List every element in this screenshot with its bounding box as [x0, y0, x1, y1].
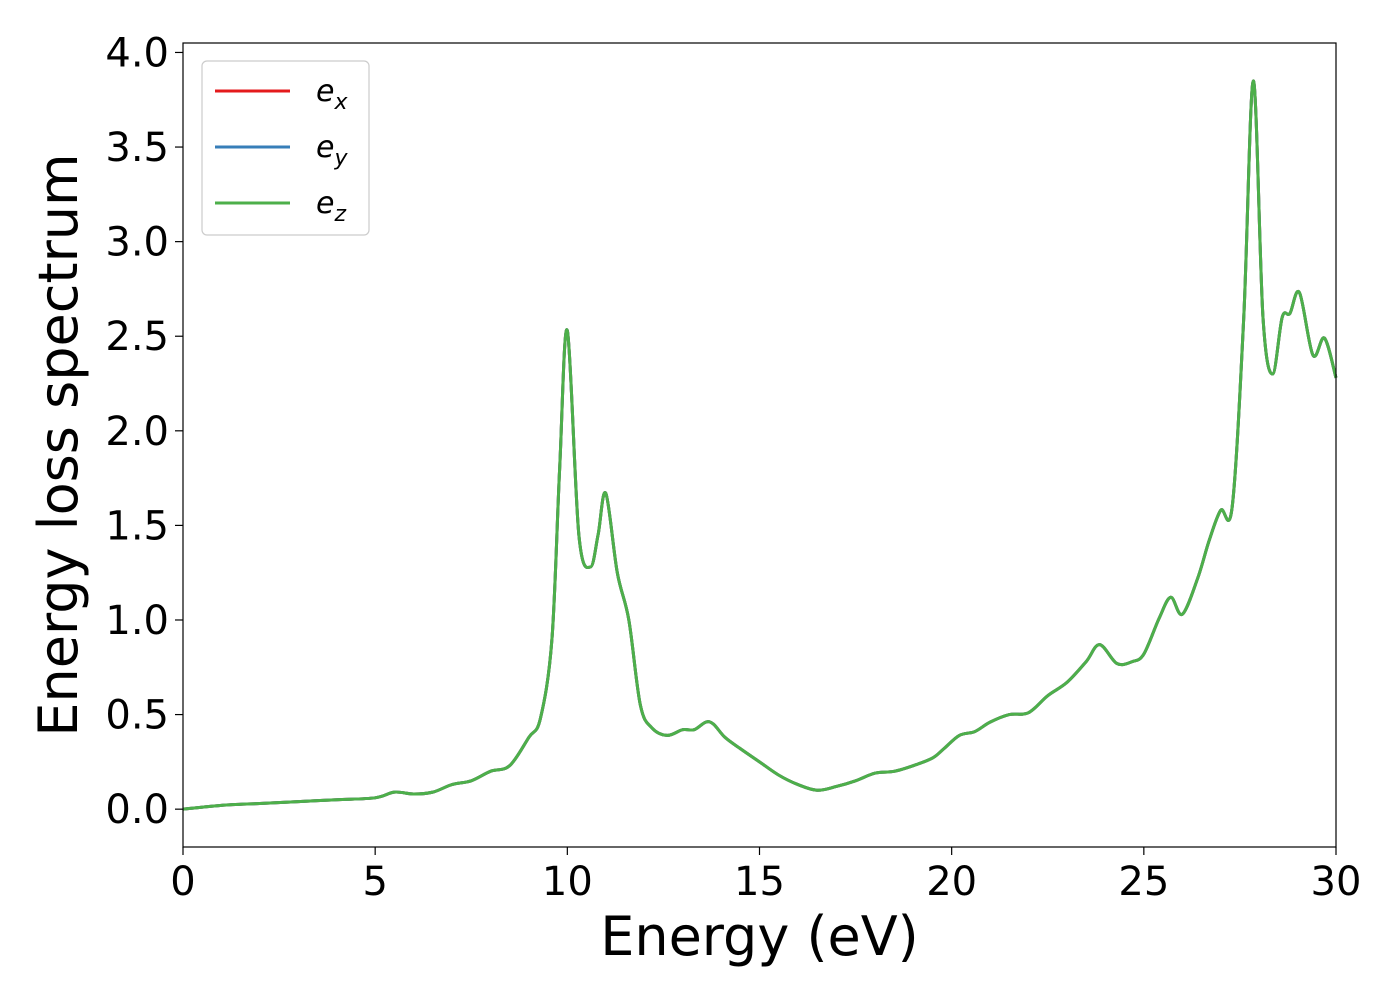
y-tick-label: 3.5 — [105, 125, 169, 171]
legend-label-base: e — [316, 186, 334, 221]
legend-label-ex: ex — [316, 74, 348, 115]
x-axis-label: Energy (eV) — [600, 905, 919, 968]
x-tick-label: 15 — [734, 859, 785, 905]
legend-label-subscript: y — [333, 146, 348, 171]
legend-label-base: e — [316, 74, 334, 109]
x-tick-label: 30 — [1311, 859, 1362, 905]
legend-label-base: e — [316, 130, 334, 165]
x-tick-label: 5 — [362, 859, 387, 905]
y-axis-label: Energy loss spectrum — [27, 153, 90, 736]
series-line-ez — [182, 79, 1338, 811]
y-tick-label: 0.0 — [105, 787, 169, 833]
legend-label-ey: ey — [316, 130, 348, 171]
x-tick-label: 20 — [926, 859, 977, 905]
plot-frame — [182, 42, 1337, 848]
y-tick-label: 0.5 — [105, 693, 169, 739]
y-tick-label: 1.0 — [105, 598, 169, 644]
y-tick-label: 2.0 — [105, 409, 169, 455]
y-axis-ticks: 0.0 0.5 1.0 1.5 2.0 2.5 3.0 3.5 4.0 — [105, 30, 183, 833]
x-tick-label: 10 — [542, 859, 593, 905]
x-axis-ticks: 0 5 10 15 20 25 30 — [170, 847, 1361, 905]
series-lines — [182, 79, 1338, 811]
y-tick-label: 3.0 — [105, 220, 169, 266]
x-tick-label: 0 — [170, 859, 195, 905]
legend-label-subscript: z — [333, 202, 346, 227]
legend-label-ez: ez — [316, 186, 346, 227]
x-tick-label: 25 — [1118, 859, 1169, 905]
y-tick-label: 4.0 — [105, 30, 169, 76]
legend-label-subscript: x — [333, 90, 348, 115]
y-tick-label: 2.5 — [105, 314, 169, 360]
y-tick-label: 1.5 — [105, 503, 169, 549]
